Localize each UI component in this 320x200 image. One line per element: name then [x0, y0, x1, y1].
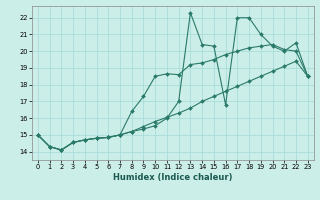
- X-axis label: Humidex (Indice chaleur): Humidex (Indice chaleur): [113, 173, 233, 182]
